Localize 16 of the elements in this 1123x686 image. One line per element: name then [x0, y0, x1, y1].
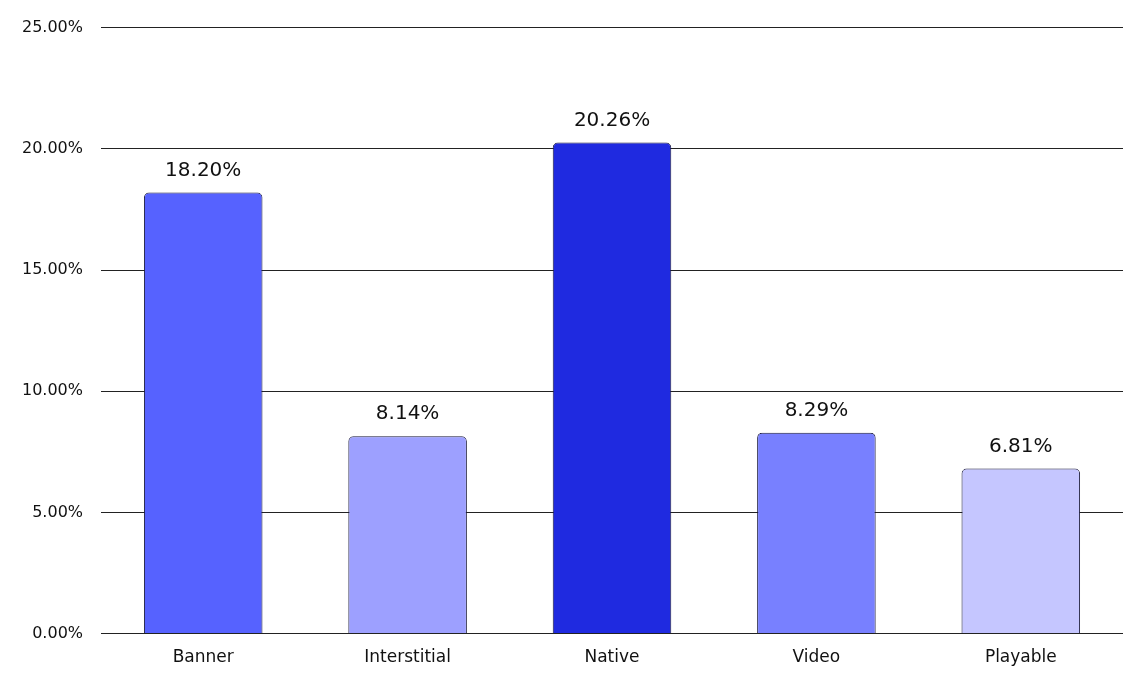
data-label: 18.20%: [165, 156, 242, 181]
y-tick-label: 0.00%: [32, 622, 84, 642]
x-tick-label: Banner: [172, 646, 234, 667]
data-label: 8.29%: [784, 396, 849, 421]
data-label: 6.81%: [989, 432, 1053, 457]
y-tick-label: 15.00%: [21, 259, 84, 279]
y-tick-label: 10.00%: [21, 380, 84, 400]
x-tick-label: Video: [792, 646, 841, 667]
data-label: 20.26%: [573, 106, 651, 131]
x-tick-label: Native: [584, 646, 640, 667]
y-tick-label: 20.00%: [21, 137, 84, 157]
x-tick-label: Interstitial: [364, 646, 451, 667]
y-tick-label: 5.00%: [32, 501, 84, 521]
y-tick-label: 25.00%: [21, 16, 84, 36]
data-label: 8.14%: [375, 400, 440, 425]
x-tick-label: Playable: [984, 646, 1057, 667]
